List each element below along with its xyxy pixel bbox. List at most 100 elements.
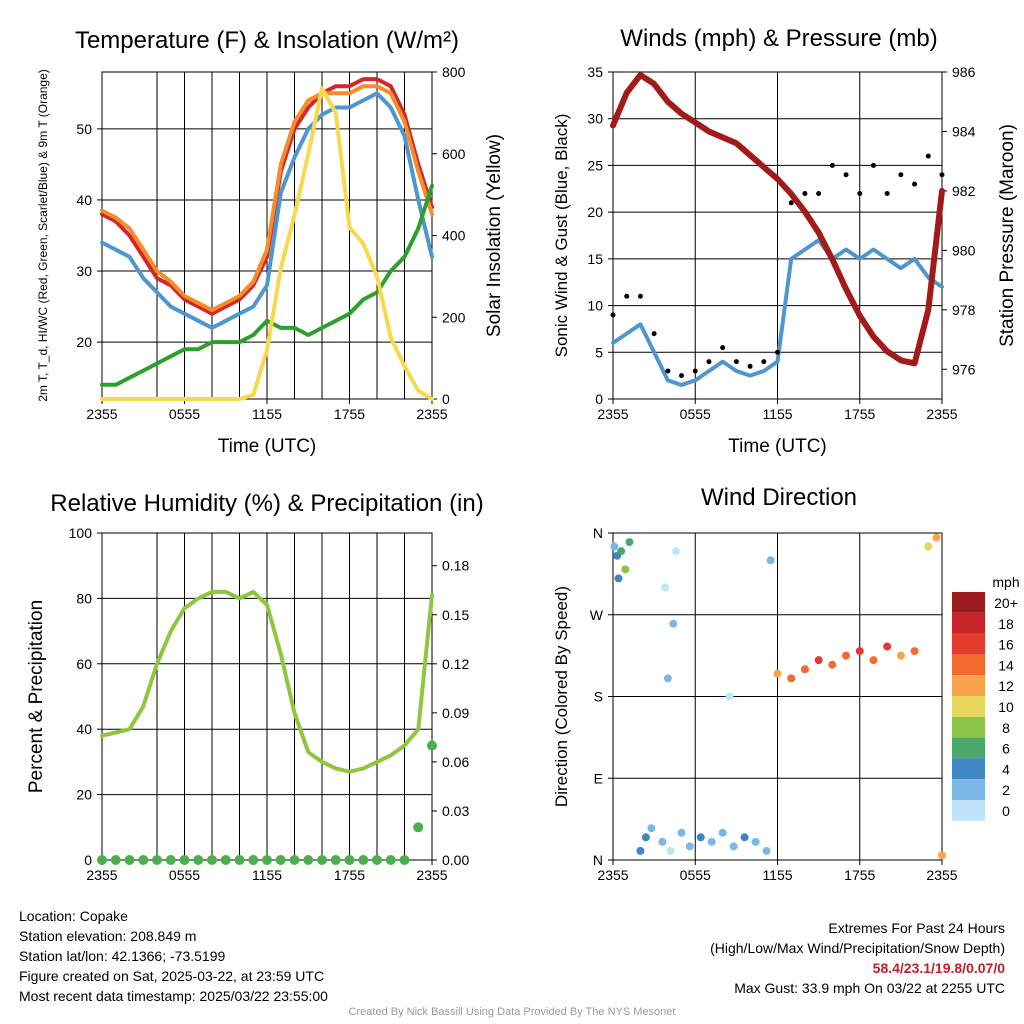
series-line	[100, 91, 434, 330]
x-tick-label: 2355	[86, 406, 117, 422]
series-point	[939, 172, 945, 178]
x-tick-label: 1155	[252, 867, 282, 883]
y-tick-label: 20	[76, 787, 92, 803]
series-point	[413, 822, 424, 833]
series-point	[193, 855, 204, 865]
direction-point	[614, 574, 623, 583]
direction-point	[842, 651, 851, 660]
y2-tick-label: 0.12	[442, 656, 469, 672]
x-tick-label: 0555	[680, 867, 711, 883]
y-tick-label: 10	[587, 298, 603, 314]
series-point	[399, 855, 410, 865]
direction-point	[932, 533, 941, 542]
series-point	[720, 345, 726, 351]
legend-swatch	[952, 654, 985, 676]
y2-tick-label: 0.18	[442, 558, 469, 574]
series-point	[138, 855, 149, 865]
y2-tick-label: 0.15	[442, 607, 469, 623]
y-tick-label: 20	[587, 204, 603, 220]
direction-point	[883, 642, 892, 651]
legend-label: 2	[1002, 782, 1010, 798]
series-point	[303, 855, 314, 865]
series-point	[110, 855, 121, 865]
y2-tick-label: 0.09	[442, 705, 469, 721]
series-point	[884, 190, 890, 196]
direction-point	[707, 837, 716, 846]
legend-swatch	[952, 800, 985, 821]
y-axis-title: Sonic Wind & Gust (Blue, Black)	[552, 114, 571, 358]
legend-swatch	[952, 675, 985, 696]
series-point	[802, 190, 808, 196]
series-point	[427, 740, 437, 751]
x-tick-label: 1155	[762, 406, 792, 422]
y-axis-title: Percent & Precipitation	[26, 600, 47, 793]
x-tick-label: 2355	[416, 867, 447, 883]
x-tick-label: 1755	[844, 867, 875, 883]
direction-point	[910, 647, 919, 656]
legend-title: mph	[992, 574, 1019, 590]
x-tick-label: 1155	[252, 406, 282, 422]
series-point	[665, 368, 671, 374]
series-point	[289, 855, 300, 865]
series-point	[97, 855, 107, 865]
direction-point	[610, 542, 619, 551]
x-tick-label: 0555	[169, 406, 200, 422]
series-point	[816, 190, 822, 196]
y-tick-label: W	[590, 607, 604, 623]
series-point	[692, 368, 698, 374]
extremes-subtitle: (High/Low/Max Wind/Precipitation/Snow De…	[710, 940, 1005, 956]
y2-tick-label: 980	[952, 242, 976, 258]
y2-axis-title: Station Pressure (Maroon)	[997, 124, 1018, 347]
y2-tick-label: 984	[952, 123, 976, 139]
x-tick-label: 2355	[86, 867, 117, 883]
series-line	[100, 84, 434, 313]
series-point	[829, 162, 835, 168]
legend-label: 18	[998, 616, 1014, 632]
series-point	[358, 855, 369, 865]
x-tick-label: 2355	[597, 406, 628, 422]
y2-tick-label: 0	[442, 391, 450, 407]
legend-swatch	[952, 758, 985, 780]
x-tick-label: 1755	[334, 406, 365, 422]
series-point	[248, 855, 259, 865]
direction-point	[718, 828, 727, 837]
series-line	[100, 183, 434, 387]
x-tick-label: 2355	[926, 406, 957, 422]
legend-label: 14	[998, 657, 1014, 673]
series-point	[637, 293, 643, 299]
series-point	[857, 190, 863, 196]
chart-title: Relative Humidity (%) & Precipitation (i…	[50, 490, 483, 517]
y2-tick-label: 0.03	[442, 803, 469, 819]
legend-swatch	[952, 592, 985, 613]
legend-label: 12	[998, 678, 1014, 694]
series-point	[624, 293, 630, 299]
legend-label: 16	[998, 637, 1014, 653]
direction-point	[729, 842, 738, 851]
extremes-title: Extremes For Past 24 Hours	[828, 920, 1005, 936]
direction-point	[751, 837, 760, 846]
y-tick-label: 0	[595, 391, 603, 407]
y-tick-label: 40	[76, 192, 92, 208]
y-tick-label: 60	[76, 656, 92, 672]
direction-point	[669, 619, 678, 628]
legend-swatch	[952, 633, 985, 655]
legend-swatch	[952, 716, 985, 738]
series-line	[100, 77, 434, 316]
direction-point	[625, 538, 634, 547]
direction-point	[800, 665, 809, 674]
y2-tick-label: 978	[952, 302, 976, 318]
series-point	[747, 363, 753, 369]
direction-point	[938, 851, 946, 860]
series-point	[262, 855, 272, 865]
extremes-info: Extremes For Past 24 Hours (High/Low/Max…	[710, 918, 1005, 998]
y2-tick-label: 0.00	[442, 852, 469, 868]
y-tick-label: 35	[587, 64, 603, 80]
direction-point	[666, 846, 675, 855]
x-tick-label: 0555	[680, 406, 711, 422]
series-point	[317, 855, 327, 865]
direction-point	[814, 656, 823, 665]
legend-label: 4	[1002, 761, 1010, 777]
y-tick-label: E	[594, 770, 603, 786]
y2-axis-title: Solar Insolation (Yellow)	[484, 134, 505, 337]
direction-point	[725, 692, 734, 701]
